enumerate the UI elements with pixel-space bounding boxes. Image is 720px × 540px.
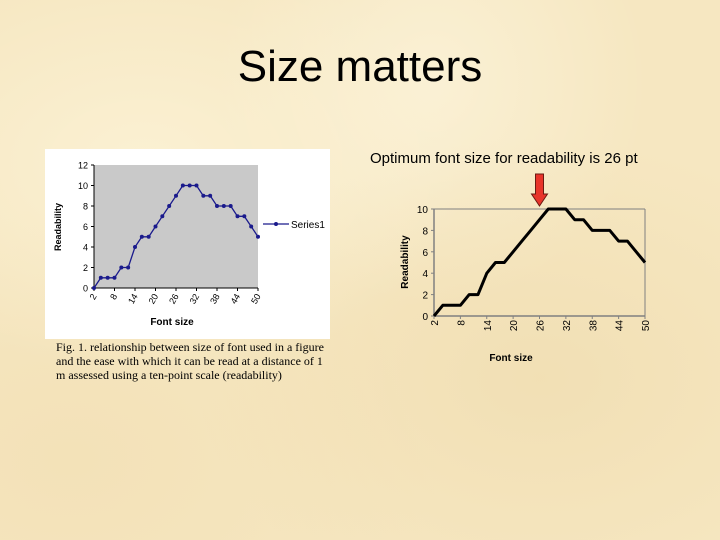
left-data-point	[105, 275, 110, 280]
left-x-tick-label: 50	[249, 292, 263, 306]
left-data-point	[146, 234, 151, 239]
figure-caption: Fig. 1. relationship between size of fon…	[56, 340, 324, 382]
left-data-point	[174, 193, 178, 198]
right-y-tick-label: 0	[422, 312, 428, 323]
left-data-point	[167, 204, 172, 208]
right-x-tick-label: 2	[430, 320, 441, 326]
left-data-point	[249, 224, 254, 229]
left-y-tick-label: 8	[83, 202, 88, 212]
right-x-tick-label: 44	[615, 320, 626, 332]
right-y-tick-label: 8	[422, 226, 428, 237]
legend-marker	[274, 222, 278, 226]
slide-title: Size matters	[237, 42, 483, 91]
right-y-tick-label: 4	[422, 269, 428, 280]
left-data-point	[215, 204, 219, 208]
right-x-tick-label: 38	[588, 320, 599, 332]
left-x-tick-label: 20	[147, 292, 161, 306]
left-y-tick-label: 0	[83, 284, 88, 294]
legend-label: Series1	[291, 220, 325, 231]
left-x-tick-label: 38	[208, 292, 222, 306]
left-data-point	[221, 204, 226, 208]
left-y-axis-label: Readability	[53, 203, 63, 251]
left-data-point	[235, 214, 240, 219]
left-data-point	[112, 275, 117, 280]
left-x-tick-label: 14	[126, 292, 140, 306]
slide-subtitle: Optimum font size for readability is 26 …	[370, 150, 638, 167]
left-legend: Series1	[263, 220, 325, 231]
right-y-tick-label: 2	[422, 291, 428, 302]
right-y-tick-label: 10	[417, 205, 429, 216]
left-y-tick-label: 10	[78, 181, 88, 191]
left-data-point	[256, 234, 260, 239]
right-series-line	[432, 207, 647, 317]
left-data-point	[180, 183, 185, 188]
left-x-tick-label: 26	[167, 292, 181, 306]
left-plot-area	[94, 165, 258, 288]
left-data-point	[242, 214, 247, 219]
right-y-axis-label: Readability	[400, 235, 411, 289]
left-data-point	[201, 193, 206, 198]
optimum-arrow	[530, 173, 549, 207]
left-data-point	[187, 183, 192, 188]
right-x-tick-label: 26	[536, 320, 547, 332]
left-y-tick-label: 2	[83, 263, 88, 273]
right-x-axis-label: Font size	[489, 353, 533, 364]
left-y-tick-label: 4	[83, 243, 88, 253]
left-data-point	[139, 234, 144, 239]
left-data-point	[153, 224, 158, 229]
left-data-point	[160, 214, 165, 219]
left-y-tick-label: 6	[83, 222, 88, 232]
right-x-tick-label: 20	[509, 320, 520, 332]
left-data-point	[126, 265, 131, 270]
right-y-tick-label: 6	[422, 248, 428, 259]
left-data-point	[228, 204, 233, 208]
left-data-point	[133, 245, 137, 249]
left-x-tick-label: 2	[88, 292, 99, 301]
left-data-point	[194, 183, 199, 188]
right-x-tick-label: 8	[456, 320, 467, 326]
left-data-point	[98, 275, 103, 280]
left-x-tick-label: 44	[229, 292, 243, 306]
left-x-tick-label: 8	[108, 292, 119, 301]
right-x-tick-label: 32	[562, 320, 573, 332]
left-data-point	[208, 193, 213, 198]
right-x-tick-label: 50	[641, 320, 652, 332]
left-x-tick-label: 32	[188, 292, 202, 306]
right-x-tick-label: 14	[483, 320, 494, 332]
left-data-point	[92, 286, 96, 290]
left-y-tick-label: 12	[78, 161, 88, 171]
left-data-point	[119, 265, 124, 270]
left-x-axis-label: Font size	[150, 317, 194, 328]
